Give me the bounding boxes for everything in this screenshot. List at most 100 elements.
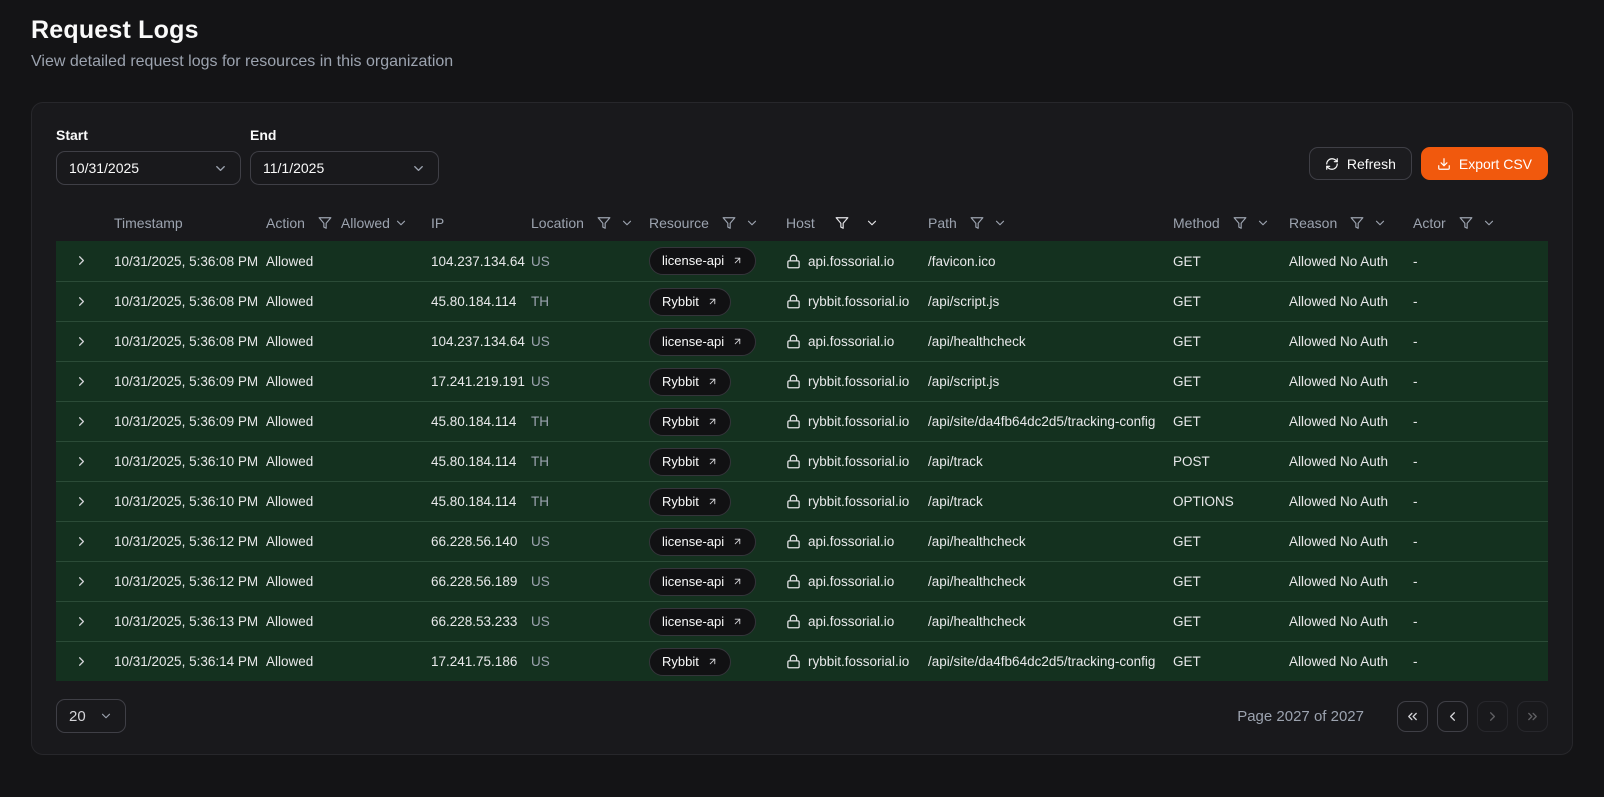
cell-ip: 104.237.134.64 — [431, 334, 525, 349]
column-label-path: Path — [928, 215, 957, 231]
resource-name: license-api — [662, 573, 725, 589]
filter-path-dropdown-button[interactable] — [993, 216, 1007, 230]
page-size-select[interactable]: 20 — [56, 699, 126, 733]
resource-badge[interactable]: license-api — [649, 247, 757, 275]
cell-path: /api/site/da4fb64dc2d5/tracking-config — [928, 654, 1156, 669]
cell-path: /api/healthcheck — [928, 534, 1026, 549]
cell-method: GET — [1173, 294, 1201, 309]
cell-reason: Allowed No Auth — [1289, 574, 1389, 589]
filter-action-button[interactable] — [318, 216, 332, 230]
page-title: Request Logs — [31, 16, 199, 44]
resource-badge[interactable]: Rybbit — [649, 487, 731, 516]
expand-row-button[interactable] — [72, 251, 91, 270]
arrow-up-right-icon — [734, 257, 741, 264]
table-row[interactable]: 10/31/2025, 5:36:08 PM Allowed 104.237.134… — [56, 241, 1548, 281]
cell-location: US — [531, 374, 550, 389]
filter-action-value[interactable]: Allowed — [340, 215, 390, 231]
filter-location-dropdown-button[interactable] — [620, 216, 634, 230]
filter-host-dropdown-button[interactable] — [865, 216, 879, 230]
cell-action: Allowed — [266, 294, 314, 309]
column-header-path: Path — [928, 215, 1173, 231]
filter-host-button[interactable] — [835, 216, 849, 230]
table-row[interactable]: 10/31/2025, 5:36:12 PM Allowed 66.228.56.1… — [56, 561, 1548, 601]
table-footer: 20 Page 2027 of 2027 — [56, 699, 1548, 733]
cell-timestamp: 10/31/2025, 5:36:10 PM — [114, 494, 259, 509]
cell-ip: 17.241.75.186 — [431, 654, 518, 669]
expand-row-button[interactable] — [72, 612, 91, 631]
end-date-select[interactable]: 11/1/2025 — [250, 151, 439, 185]
filter-location-button[interactable] — [597, 216, 611, 230]
card-actions: Refresh Export CSV — [1308, 147, 1548, 180]
table-row[interactable]: 10/31/2025, 5:36:12 PM Allowed 66.228.56.1… — [56, 521, 1548, 561]
filter-actor-button[interactable] — [1459, 216, 1473, 230]
resource-badge[interactable]: Rybbit — [649, 407, 731, 436]
expand-row-button[interactable] — [72, 332, 91, 351]
cell-path: /api/script.js — [928, 294, 1000, 309]
host-name: api.fossorial.io — [808, 574, 895, 589]
host-name: rybbit.fossorial.io — [808, 654, 910, 669]
expand-row-button[interactable] — [72, 452, 91, 471]
refresh-button[interactable]: Refresh — [1308, 147, 1412, 180]
resource-badge[interactable]: license-api — [649, 607, 757, 636]
funnel-icon — [970, 217, 984, 229]
expand-row-button[interactable] — [72, 412, 91, 431]
expand-row-button[interactable] — [72, 532, 91, 551]
chevron-down-icon — [867, 220, 876, 226]
filter-resource-dropdown-button[interactable] — [745, 216, 759, 230]
cell-ip: 45.80.184.114 — [431, 454, 517, 469]
first-page-button[interactable] — [1397, 700, 1428, 732]
filter-reason-dropdown-button[interactable] — [1373, 216, 1387, 230]
cell-method: GET — [1173, 534, 1201, 549]
table-row[interactable]: 10/31/2025, 5:36:09 PM Allowed 17.241.219.… — [56, 361, 1548, 401]
request-logs-card: Start 10/31/2025 End 11/1/2025 Refresh E… — [31, 102, 1573, 755]
previous-page-button[interactable] — [1437, 700, 1468, 732]
export-csv-button[interactable]: Export CSV — [1420, 147, 1548, 180]
expand-row-button[interactable] — [72, 372, 91, 391]
cell-method: GET — [1173, 414, 1201, 429]
filter-reason-button[interactable] — [1350, 216, 1364, 230]
cell-actor: - — [1413, 654, 1418, 669]
expand-row-button[interactable] — [72, 292, 91, 311]
expand-row-button[interactable] — [72, 572, 91, 591]
expand-row-button[interactable] — [72, 492, 91, 511]
resource-badge[interactable]: Rybbit — [649, 647, 731, 676]
resource-name: license-api — [662, 253, 725, 268]
start-date-select[interactable]: 10/31/2025 — [56, 151, 241, 185]
filter-method-dropdown-button[interactable] — [1256, 216, 1270, 230]
column-label-resource: Resource — [649, 215, 709, 231]
cell-reason: Allowed No Auth — [1289, 253, 1389, 269]
cell-reason: Allowed No Auth — [1289, 374, 1389, 389]
cell-actor: - — [1413, 374, 1418, 389]
table-row[interactable]: 10/31/2025, 5:36:08 PM Allowed 45.80.184.1… — [56, 281, 1548, 321]
resource-badge[interactable]: Rybbit — [649, 367, 731, 396]
column-header-method: Method — [1173, 215, 1289, 231]
funnel-icon — [835, 217, 849, 229]
table-row[interactable]: 10/31/2025, 5:36:10 PM Allowed 45.80.184.1… — [56, 441, 1548, 481]
table-row[interactable]: 10/31/2025, 5:36:13 PM Allowed 66.228.53.2… — [56, 601, 1548, 641]
arrow-up-right-icon — [734, 578, 741, 584]
resource-badge[interactable]: license-api — [649, 527, 757, 556]
table-row[interactable]: 10/31/2025, 5:36:14 PM Allowed 17.241.75.1… — [56, 641, 1548, 681]
cell-host: rybbit.fossorial.io — [786, 414, 928, 429]
lock-icon — [787, 654, 800, 669]
filter-resource-button[interactable] — [722, 216, 736, 230]
table-row[interactable]: 10/31/2025, 5:36:09 PM Allowed 45.80.184.1… — [56, 401, 1548, 441]
column-header-action: Action Allowed — [266, 215, 422, 231]
cell-action: Allowed — [266, 654, 314, 669]
filter-path-button[interactable] — [970, 216, 984, 230]
resource-badge[interactable]: license-api — [649, 327, 757, 356]
cell-ip: 45.80.184.114 — [431, 494, 517, 509]
resource-badge[interactable]: Rybbit — [649, 287, 731, 316]
resource-badge[interactable]: Rybbit — [649, 447, 731, 476]
filter-action-dropdown-button[interactable] — [394, 216, 408, 230]
cell-host: api.fossorial.io — [786, 334, 928, 349]
expand-row-button[interactable] — [72, 652, 91, 671]
table-row[interactable]: 10/31/2025, 5:36:08 PM Allowed 104.237.134… — [56, 321, 1548, 361]
resource-badge[interactable]: license-api — [649, 567, 757, 596]
host-name: api.fossorial.io — [808, 334, 895, 349]
table-row[interactable]: 10/31/2025, 5:36:10 PM Allowed 45.80.184.1… — [56, 481, 1548, 521]
filter-method-button[interactable] — [1233, 216, 1247, 230]
filter-actor-dropdown-button[interactable] — [1482, 216, 1496, 230]
cell-ip: 45.80.184.114 — [431, 294, 517, 309]
resource-name: Rybbit — [662, 453, 699, 469]
